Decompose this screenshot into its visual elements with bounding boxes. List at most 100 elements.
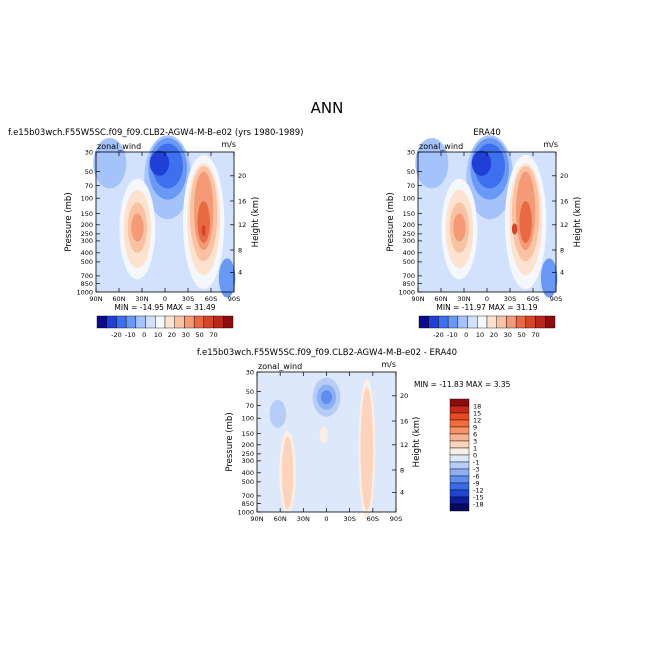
y-right-tick-label: 16 [560,197,568,205]
sh-polar-easterly [540,258,558,298]
y-tick-label: 400 [403,249,415,257]
panel-era40: ERA40 zonal_wind m/s Pressure (mb) Heigh… [386,128,583,339]
y-right-tick-label: 12 [560,221,568,229]
colorbar-swatch [449,440,470,449]
colorbar-label: -20 [433,331,444,339]
colorbar-swatch [486,315,497,329]
colorbar-swatch [135,315,146,329]
y-tick-label: 300 [403,237,415,245]
colorbar-swatch [515,315,527,329]
colorbar-swatch [203,315,214,329]
near-zero [319,426,328,444]
y-right-tick-label: 16 [400,417,408,425]
y-tick-label: 150 [403,210,415,218]
colorbar-swatch [449,475,470,484]
colorbar-swatch [467,315,478,329]
y-tick-label: 30 [85,148,93,156]
colorbar-swatch [449,426,470,435]
sh-polar-easterly [218,258,236,298]
y-tick-label: 1000 [398,288,415,296]
y-right-tick-label: 8 [560,246,564,254]
nh-jet-core [453,213,466,242]
y-tick-label: 850 [242,500,254,508]
panel-3-contour-field [257,372,396,519]
y-tick-label: 500 [81,258,93,266]
colorbar-label: 0 [464,331,468,339]
y-tick-label: 400 [81,249,93,257]
colorbar-swatch [438,315,449,329]
y-tick-label: 700 [403,272,415,280]
x-tick-label: 90S [228,295,240,303]
y-right-tick-label: 8 [400,466,404,474]
panel-3-title: f.e15b03wch.F55W5SC.f09_f09.CLB2-AGW4-M-… [197,348,457,358]
x-tick-label: 90N [89,295,102,303]
sh-jet-max [201,224,206,236]
colorbar-label: -1 [473,458,479,466]
colorbar-swatch [457,315,468,329]
y-tick-label: 850 [403,280,415,288]
x-tick-label: 60S [367,515,379,523]
x-tick-label: 0 [324,515,328,523]
figure-title: ANN [311,99,344,117]
panel-3-units-label: m/s [381,360,396,369]
y-tick-label: 30 [407,148,415,156]
colorbar-label: -6 [473,472,479,480]
easterly-core [471,150,492,176]
panel-2-contour-field [415,135,558,298]
colorbar-swatch [449,433,470,442]
panel-2-ylabel: Pressure (mb) [386,192,396,251]
y-tick-label: 50 [246,388,254,396]
sh-jet-max [511,223,518,235]
colorbar-swatch [106,315,117,329]
colorbar-label: 12 [473,416,481,424]
colorbar-label: 9 [473,423,477,431]
colorbar-swatch [116,315,127,329]
colorbar-swatch [449,489,470,498]
y-tick-label: 150 [242,430,254,438]
colorbar-swatch [223,315,234,329]
y-tick-label: 100 [81,195,93,203]
x-tick-label: 60N [112,295,125,303]
colorbar-swatch [418,315,429,329]
colorbar-swatch [96,315,107,329]
colorbar-swatch [449,482,470,491]
y-tick-label: 700 [81,272,93,280]
y-tick-label: 850 [81,280,93,288]
colorbar-label: -9 [473,479,479,487]
colorbar-swatch [155,315,166,329]
x-tick-label: 60N [434,295,447,303]
x-tick-label: 30N [297,515,310,523]
colorbar-label: 50 [518,331,526,339]
easterly-core [149,150,170,176]
colorbar-label: -10 [447,331,458,339]
polar-easterly [93,138,127,189]
panel-1-stats: MIN = -14.95 MAX = 31.49 [114,303,215,312]
positive-bias [360,387,374,511]
colorbar-swatch [428,315,439,329]
colorbar-swatch [449,496,470,505]
y-right-tick-label: 16 [238,197,246,205]
colorbar-swatch [447,315,459,329]
sh-jet-core [519,201,532,243]
negative-bias-core [320,390,333,405]
colorbar-swatch [449,503,470,512]
colorbar-label: -12 [473,486,484,494]
x-tick-label: 30S [504,295,516,303]
colorbar-swatch [496,315,507,329]
x-tick-label: 90S [550,295,562,303]
y-tick-label: 300 [242,457,254,465]
colorbar-swatch [125,315,137,329]
panel-1-units-label: m/s [221,140,236,149]
colorbar-swatch [449,419,470,428]
colorbar-label: 0 [473,451,477,459]
y-right-tick-label: 4 [560,269,564,277]
y-tick-label: 50 [85,168,93,176]
colorbar-swatch [525,315,536,329]
polar-easterly [415,138,449,189]
y-tick-label: 100 [403,195,415,203]
colorbar-swatch [449,405,470,414]
panel-1-variable-label: zonal_wind [97,142,141,151]
y-right-tick-label: 20 [560,172,568,180]
panel-2-stats: MIN = -11.97 MAX = 31.19 [436,303,537,312]
